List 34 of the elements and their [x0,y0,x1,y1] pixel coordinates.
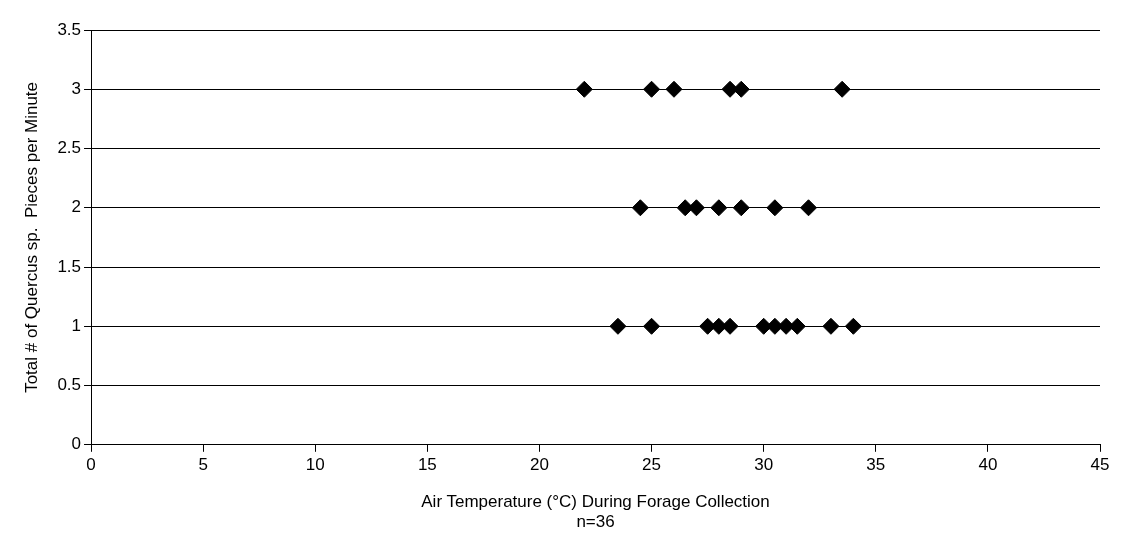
x-tick-label: 30 [754,454,774,474]
y-tick-label: 2 [71,197,82,217]
y-tick-label: 1 [71,315,82,335]
point [800,199,818,217]
point [665,80,683,98]
y-axis-title: Total # of Quercus sp. Pieces per Minute [21,81,41,393]
x-tick-label: 15 [417,454,437,474]
point [822,317,840,335]
point [833,80,851,98]
text: n=36 [576,512,615,532]
point [643,80,661,98]
x-tick-label: 5 [198,454,208,474]
point [732,199,750,217]
x-tick-label: 10 [305,454,325,474]
point [844,317,862,335]
x-tick-label: 20 [530,454,549,474]
point [631,199,649,217]
point [609,317,627,335]
y-tick-label: 0.5 [57,375,82,395]
x-tick-label: 40 [978,454,998,474]
x-axis-title: Air Temperature (°C) During Forage Collection [421,492,770,512]
point [710,199,728,217]
point [766,199,784,217]
point [643,317,661,335]
y-tick-label: 3.5 [57,19,82,39]
x-tick-label: 25 [642,454,662,474]
point [575,80,593,98]
x-tick-label: 45 [1090,454,1110,474]
y-tick-label: 2.5 [57,138,82,158]
x-tick-label: 0 [86,454,96,474]
y-tick-label: 1.5 [57,256,82,276]
x-tick-label: 35 [866,454,886,474]
y-tick-label: 3 [71,78,82,98]
y-tick-label: 0 [71,434,82,454]
